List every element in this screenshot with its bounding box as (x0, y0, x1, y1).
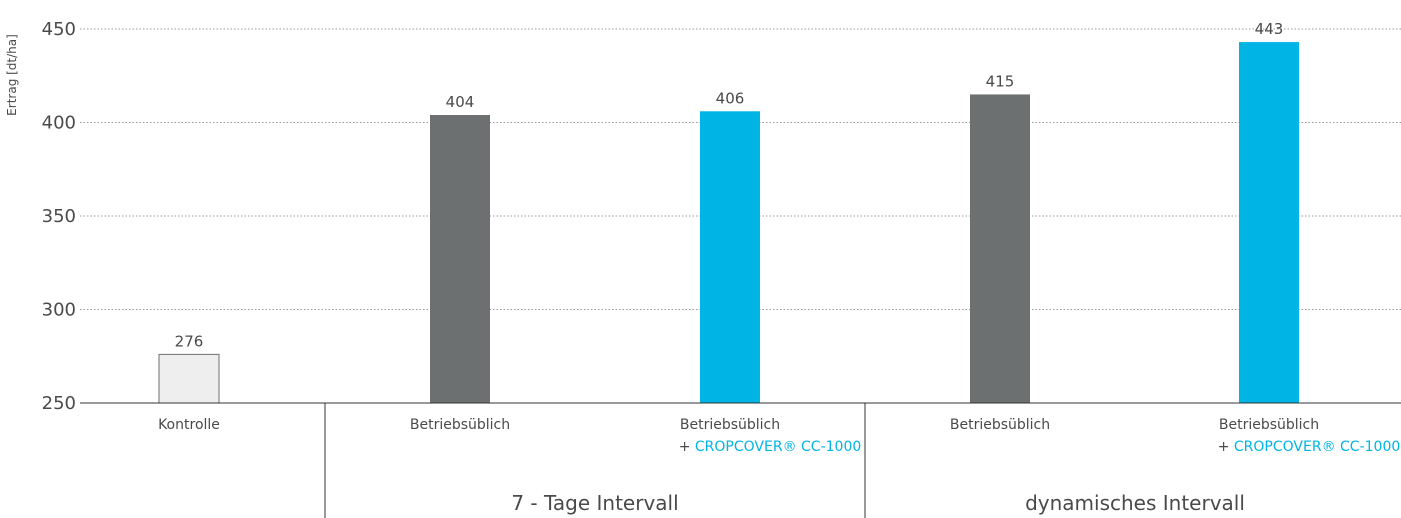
y-tick-300: 300 (42, 300, 76, 321)
value-label-4: 443 (1255, 20, 1284, 38)
category-labels: Kontrolle Betriebsüblich Betriebsüblich + C… (158, 417, 1400, 455)
category-label-0: Kontrolle (158, 417, 220, 433)
value-label-1: 404 (446, 93, 475, 111)
bar-1 (430, 115, 490, 404)
y-axis-label: Ertrag [dt/ha] (5, 34, 19, 116)
plus-prefix: + (1218, 439, 1234, 455)
value-labels: 276 404 406 415 443 (175, 20, 1284, 350)
y-tick-350: 350 (42, 206, 76, 227)
category-sublabel-4: + CROPCOVER® CC-1000 (1218, 439, 1401, 455)
group-label-7-tage: 7 - Tage Intervall (511, 491, 678, 515)
y-tick-400: 400 (42, 113, 76, 134)
bars (158, 42, 1299, 404)
value-label-2: 406 (716, 89, 745, 107)
value-label-3: 415 (986, 72, 1015, 90)
y-tick-450: 450 (42, 19, 76, 40)
category-label-1: Betriebsüblich (410, 417, 510, 433)
bar-3 (970, 94, 1030, 403)
bar-4 (1239, 42, 1299, 404)
product-name: CROPCOVER® CC-1000 (695, 439, 861, 455)
value-label-0: 276 (175, 332, 204, 350)
bar-2 (700, 111, 760, 403)
category-label-4: Betriebsüblich (1219, 417, 1319, 433)
y-axis-ticks: 250 300 350 400 450 (42, 19, 76, 414)
category-label-3: Betriebsüblich (950, 417, 1050, 433)
bar-0 (158, 353, 220, 404)
category-label-2: Betriebsüblich (680, 417, 780, 433)
plus-prefix: + (679, 439, 695, 455)
product-name: CROPCOVER® CC-1000 (1234, 439, 1400, 455)
y-tick-250: 250 (42, 393, 76, 414)
group-label-dynamisch: dynamisches Intervall (1025, 491, 1245, 515)
category-sublabel-2: + CROPCOVER® CC-1000 (679, 439, 862, 455)
